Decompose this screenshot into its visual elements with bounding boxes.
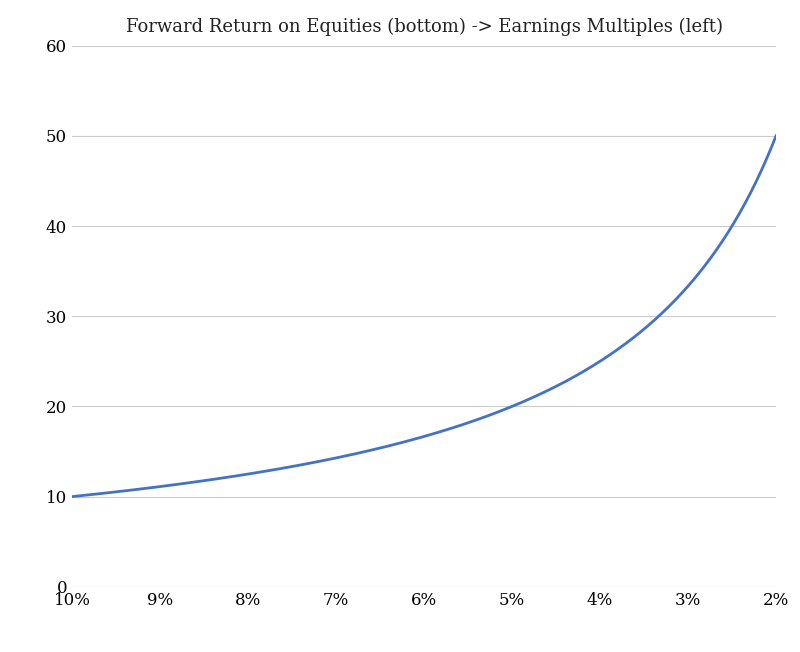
Title: Forward Return on Equities (bottom) -> Earnings Multiples (left): Forward Return on Equities (bottom) -> E… (126, 18, 722, 36)
